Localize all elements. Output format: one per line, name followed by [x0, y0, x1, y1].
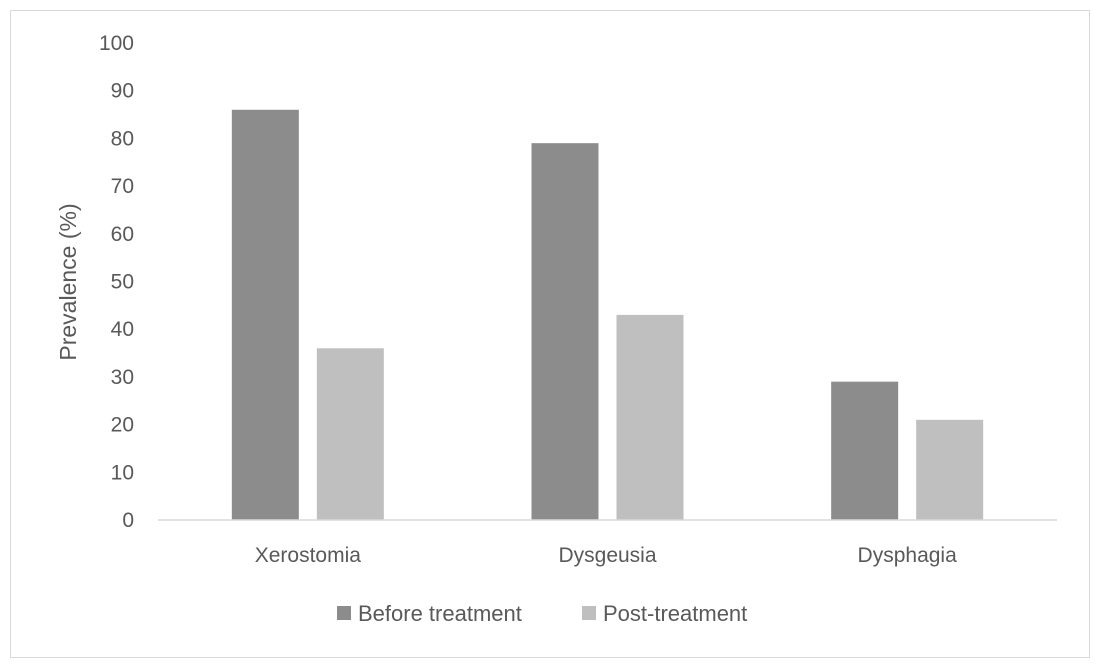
- bar-dysphagia-post: [916, 419, 984, 520]
- bar-xerostomia-before: [231, 109, 299, 520]
- bar-xerostomia-post: [316, 348, 384, 520]
- y-axis-title: Prevalence (%): [55, 203, 81, 360]
- y-tick-label: 90: [111, 80, 134, 103]
- y-axis-ticks: 0 10 20 30 40 50 60 70 80 90 100: [99, 32, 134, 532]
- x-tick-label: Xerostomia: [255, 544, 362, 567]
- legend: Before treatment Post-treatment: [337, 601, 747, 626]
- bar-dysgeusia-post: [616, 314, 684, 520]
- y-tick-label: 100: [99, 32, 134, 55]
- legend-swatch: [337, 606, 351, 620]
- legend-swatch: [582, 606, 596, 620]
- bars: [231, 109, 984, 521]
- y-tick-label: 50: [111, 271, 134, 294]
- bar-dysgeusia-before: [531, 143, 599, 521]
- legend-label: Post-treatment: [603, 601, 747, 626]
- y-tick-label: 30: [111, 366, 134, 389]
- legend-label: Before treatment: [358, 601, 522, 626]
- y-tick-label: 40: [111, 318, 134, 341]
- y-tick-label: 20: [111, 414, 134, 437]
- y-tick-label: 60: [111, 223, 134, 246]
- x-axis-ticks: Xerostomia Dysgeusia Dysphagia: [255, 544, 957, 567]
- y-tick-label: 80: [111, 127, 134, 150]
- y-tick-label: 70: [111, 175, 134, 198]
- y-tick-label: 10: [111, 461, 134, 484]
- x-tick-label: Dysgeusia: [558, 544, 656, 567]
- x-tick-label: Dysphagia: [858, 544, 958, 567]
- y-tick-label: 0: [122, 509, 134, 532]
- bar-dysphagia-before: [831, 381, 899, 520]
